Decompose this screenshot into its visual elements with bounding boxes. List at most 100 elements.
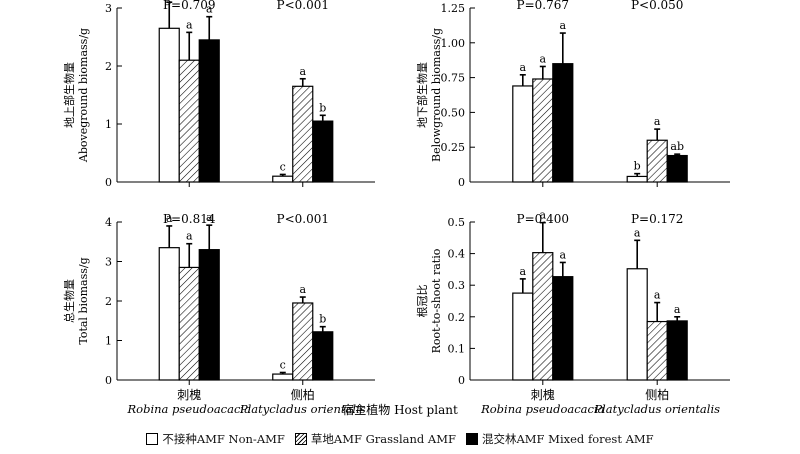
significance-letter: a — [540, 52, 547, 65]
significance-letter: a — [520, 61, 527, 74]
significance-letter: a — [634, 226, 641, 239]
significance-letter: a — [186, 230, 193, 243]
bar — [552, 276, 574, 381]
bar — [272, 373, 294, 381]
y-tick-label: 2 — [105, 60, 112, 73]
p-value-label: P<0.001 — [277, 212, 329, 226]
significance-letter: b — [634, 160, 641, 173]
y-label-en: Aboveground biomass/g — [77, 28, 90, 163]
bar — [626, 268, 648, 381]
bar — [198, 249, 220, 381]
significance-letter: c — [280, 160, 286, 173]
bar — [312, 120, 334, 183]
host-label-cn: 侧柏 — [645, 387, 669, 402]
bar — [158, 27, 180, 183]
panel-belowground: 0 0.25 0.50 0.75 1.00 1.25 地下部生物量 Belowground b… — [415, 0, 730, 189]
x-title-cn: 宿主植物 — [342, 402, 390, 417]
bar — [552, 63, 574, 183]
significance-letter: a — [299, 65, 306, 78]
y-label-cn: 根冠比 — [415, 285, 429, 318]
host-label-en: Robina pseudoacacia — [127, 402, 252, 416]
host-label-en: Platycladus orientalis — [239, 402, 366, 416]
y-label-cn: 总生物量 — [62, 279, 76, 323]
y-tick-label: 1.00 — [441, 37, 466, 50]
significance-letter: a — [206, 211, 213, 224]
p-value-label: P<0.001 — [277, 0, 329, 12]
y-tick-label: 0.25 — [441, 141, 466, 154]
bar — [272, 175, 294, 183]
host-label-cn: 刺槐 — [177, 387, 201, 402]
significance-letter: a — [654, 289, 661, 302]
y-tick-label: 0.4 — [448, 248, 466, 261]
x-axis-labels: 宿主植物 Host plant — [342, 402, 458, 417]
bar — [158, 247, 180, 381]
significance-letter: a — [540, 209, 547, 222]
significance-letter: a — [674, 303, 681, 316]
y-tick-label: 1 — [105, 118, 112, 131]
legend-swatch-open — [146, 433, 159, 445]
y-label-en: Belowground biomass/g — [430, 28, 443, 162]
bar — [178, 59, 200, 183]
significance-letter: a — [166, 212, 173, 225]
y-tick-label: 0.1 — [448, 342, 466, 355]
bar — [646, 320, 668, 381]
significance-letter: c — [280, 358, 286, 371]
bar — [626, 175, 648, 183]
significance-letter: a — [206, 3, 213, 16]
bar — [666, 320, 688, 381]
y-tick-label: 4 — [105, 216, 112, 229]
bar — [646, 139, 668, 183]
legend-item-grassland-amf: 草地AMF Grassland AMF — [294, 431, 456, 447]
p-value-label: P=0.767 — [517, 0, 569, 12]
y-tick-label: 0 — [105, 374, 112, 387]
bar — [512, 292, 534, 381]
host-label-en: Robina pseudoacacia — [480, 402, 605, 416]
y-tick-label: 1 — [105, 335, 112, 348]
p-value-label: P=0.814 — [163, 212, 216, 226]
host-label-cn: 刺槐 — [531, 387, 555, 402]
y-label-cn: 地下部生物量 — [415, 62, 429, 128]
significance-letter: ab — [670, 140, 684, 153]
significance-letter: a — [186, 18, 193, 31]
bar — [512, 85, 534, 183]
bar — [198, 39, 220, 183]
y-tick-label: 0.50 — [441, 106, 466, 119]
bar — [292, 302, 314, 381]
panel-root_to_shoot: 0 0.1 0.2 0.3 0.4 0.5 根冠比 Root-to-shoot ratio P=… — [415, 209, 730, 416]
legend-swatch-hatched — [294, 433, 307, 445]
legend-label-mixed-forest-amf: 混交林AMF Mixed forest AMF — [481, 432, 654, 446]
y-tick-label: 3 — [105, 2, 112, 15]
significance-letter: a — [520, 265, 527, 278]
significance-letter: a — [560, 248, 567, 261]
bar — [532, 78, 554, 183]
y-tick-label: 0.5 — [448, 216, 466, 229]
y-tick-label: 3 — [105, 256, 112, 269]
legend: 不接种AMF Non-AMF 草地AMF Grassland AMF 混交林AM… — [0, 428, 800, 450]
legend-item-non-amf: 不接种AMF Non-AMF — [146, 431, 285, 447]
legend-label-grassland-amf: 草地AMF Grassland AMF — [310, 432, 456, 446]
y-tick-label: 1.25 — [441, 2, 466, 15]
y-tick-label: 0 — [458, 374, 465, 387]
significance-letter: a — [654, 115, 661, 128]
legend-label-non-amf: 不接种AMF Non-AMF — [162, 432, 285, 446]
legend-item-mixed-forest-amf: 混交林AMF Mixed forest AMF — [465, 431, 654, 447]
y-tick-label: 2 — [105, 295, 112, 308]
significance-letter: a — [560, 19, 567, 32]
y-label-en: Total biomass/g — [77, 257, 90, 344]
host-label-cn: 侧柏 — [291, 387, 315, 402]
x-title: 宿主植物 Host plant — [342, 402, 458, 417]
host-label-en: Platycladus orientalis — [593, 402, 720, 416]
significance-letter: a — [299, 283, 306, 296]
bar — [292, 85, 314, 183]
bar — [532, 252, 554, 381]
p-value-label: P=0.709 — [163, 0, 215, 12]
bar — [666, 154, 688, 183]
bar — [178, 266, 200, 381]
y-tick-label: 0 — [458, 176, 465, 189]
significance-letter: b — [319, 101, 326, 114]
significance-letter: b — [319, 313, 326, 326]
y-label-cn: 地上部生物量 — [62, 62, 76, 128]
bar — [312, 331, 334, 381]
